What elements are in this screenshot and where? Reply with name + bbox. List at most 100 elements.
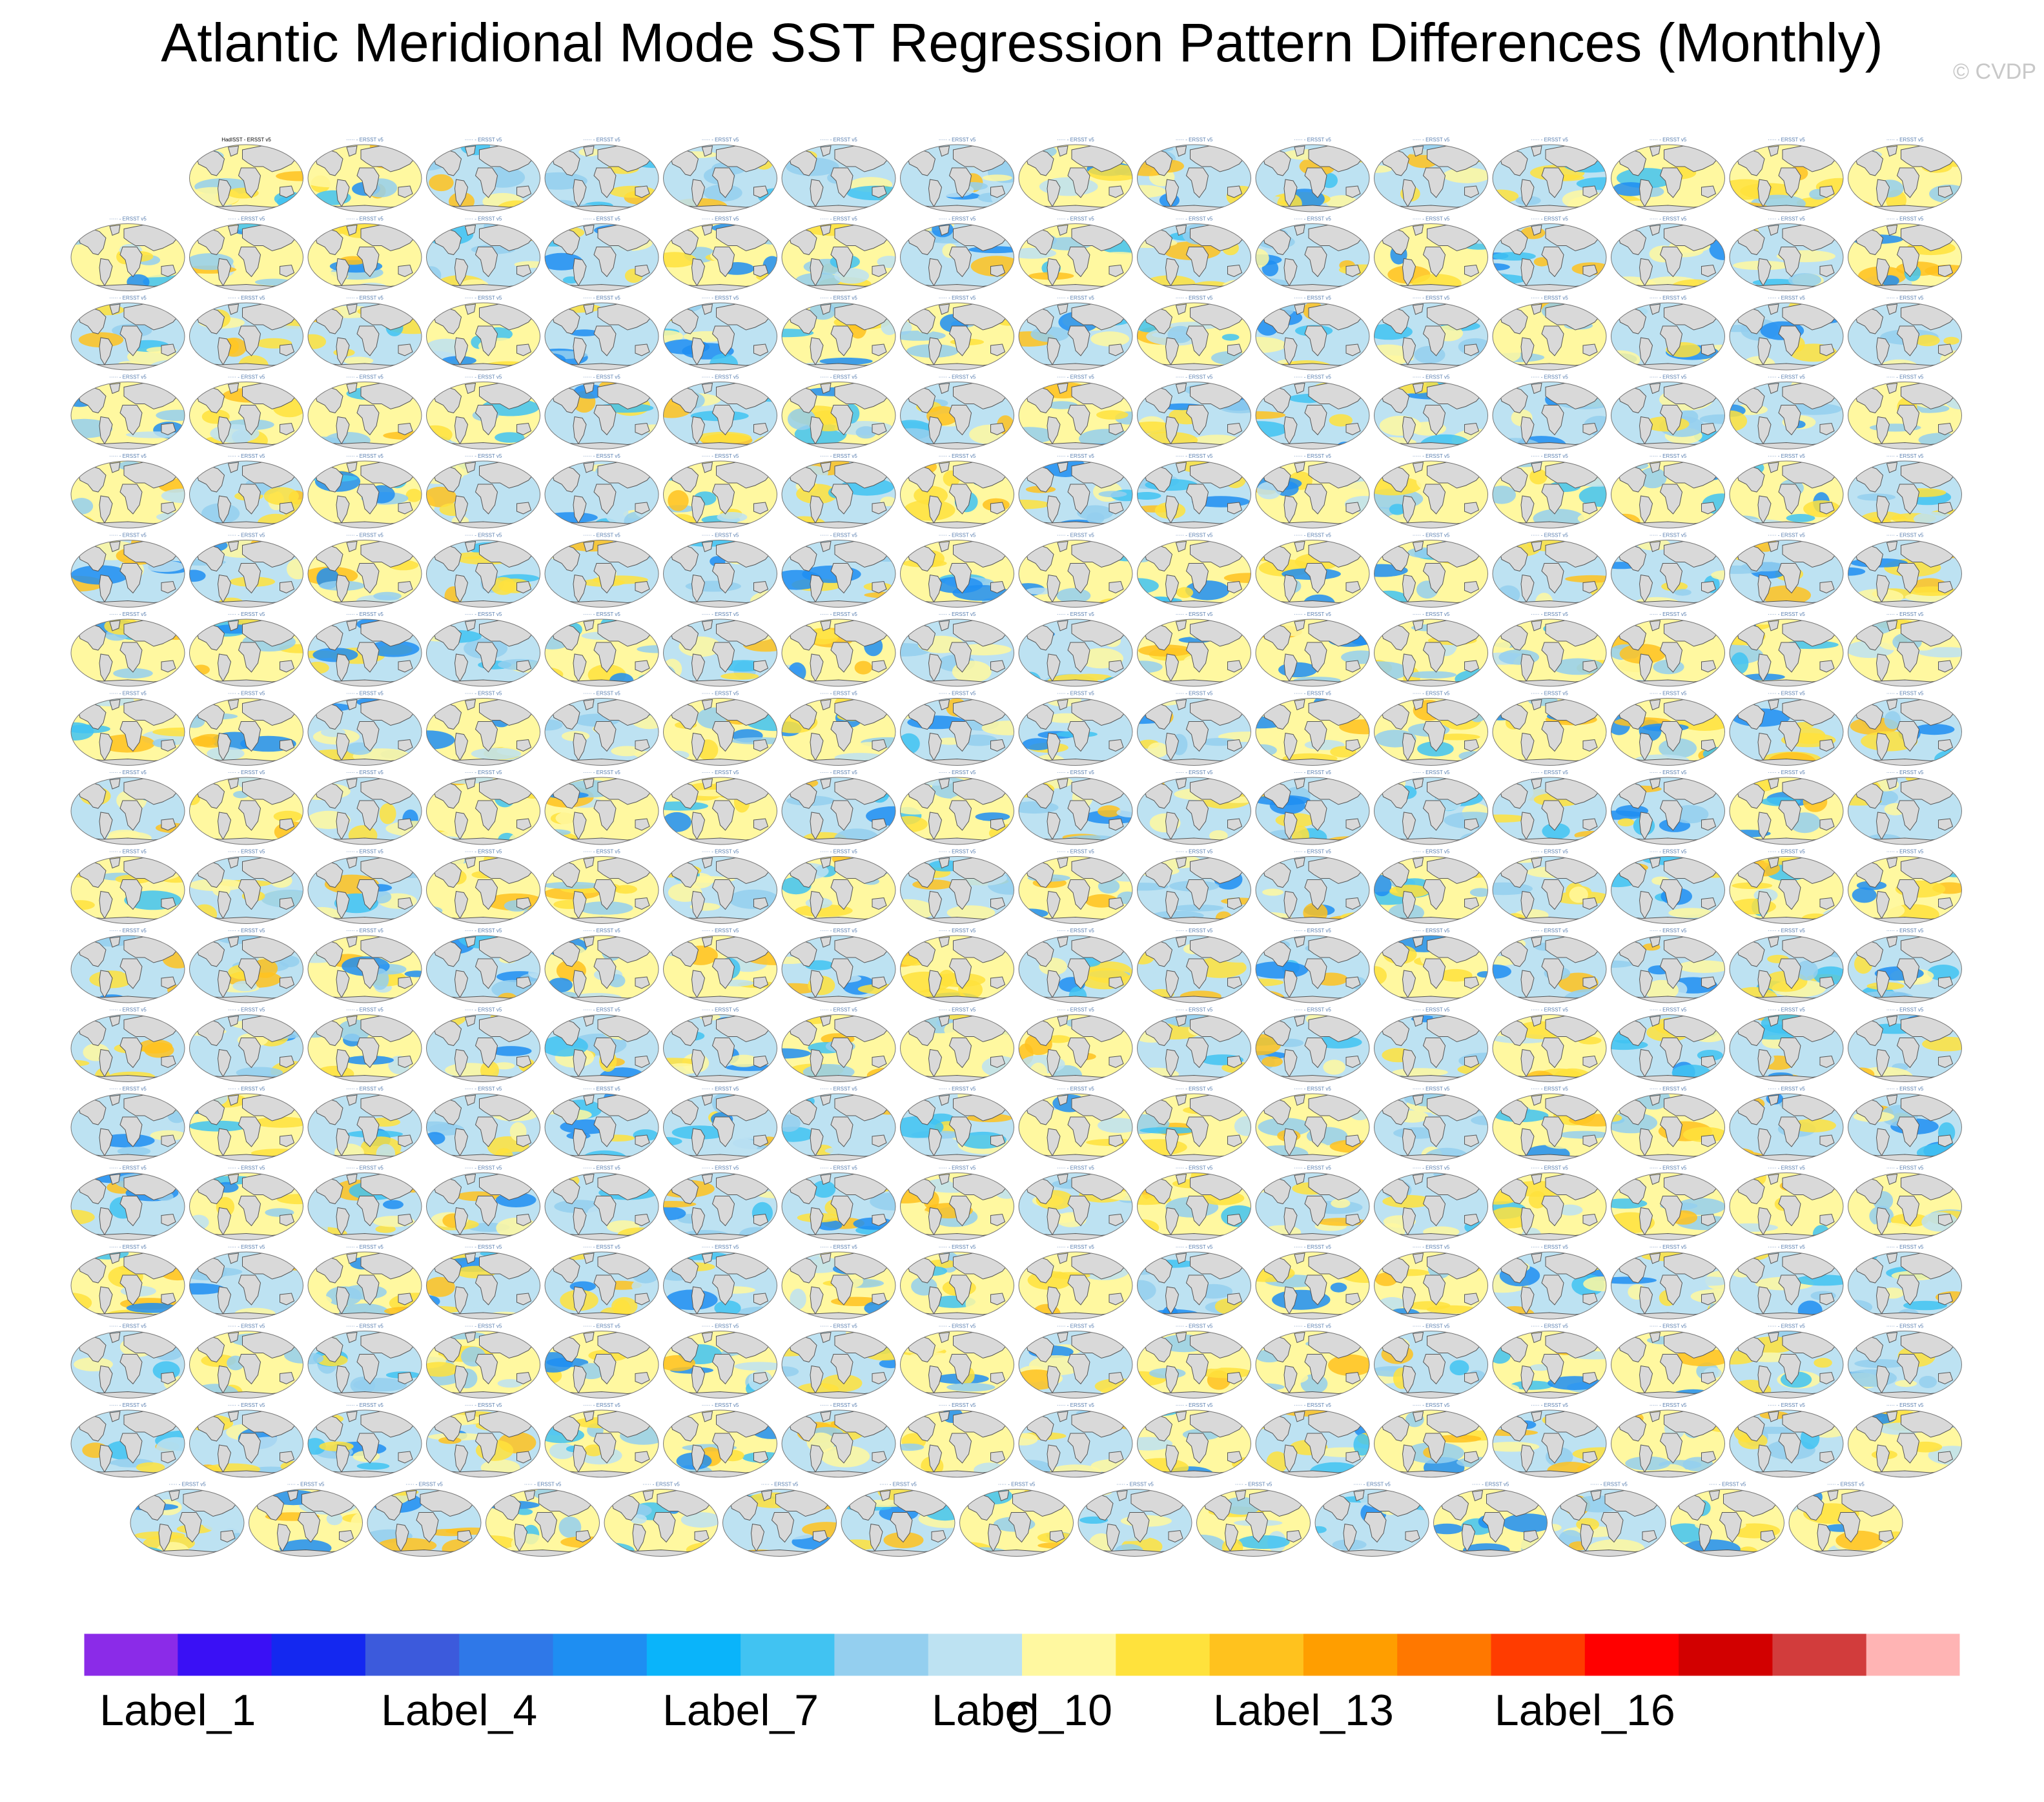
panel-label: ····· - ERSST v5 [465, 1244, 502, 1250]
panel-label: ····· - ERSST v5 [1886, 1007, 1924, 1013]
panel-label: ····· - ERSST v5 [1057, 928, 1094, 934]
map-panel: ····· - ERSST v5 [307, 453, 422, 529]
panel-label: ····· - ERSST v5 [939, 374, 976, 380]
colorbar-tick-label: Label_10 [932, 1686, 1112, 1735]
panel-label: ····· - ERSST v5 [1590, 1482, 1628, 1488]
map-panel: ····· - ERSST v5 [189, 1324, 303, 1398]
panel-label: ····· - ERSST v5 [1235, 1482, 1272, 1488]
map-panel: ····· - ERSST v5 [1492, 1165, 1607, 1240]
map-panel: ····· - ERSST v5 [544, 295, 659, 371]
colorbar-swatch [365, 1633, 460, 1676]
panel-label: ····· - ERSST v5 [939, 611, 976, 617]
map-panel: ····· - ERSST v5 [1018, 928, 1133, 1003]
panel-label: ····· - ERSST v5 [1768, 1324, 1805, 1329]
panel-label: ····· - ERSST v5 [228, 1244, 265, 1250]
map-panel: ····· - ERSST v5 [1788, 1482, 1903, 1557]
map-panel: ····· - ERSST v5 [722, 1482, 837, 1557]
panel-label: ····· - ERSST v5 [583, 849, 620, 855]
map-panel: ····· - ERSST v5 [1137, 1165, 1251, 1240]
colorbar-swatch [1491, 1633, 1586, 1676]
panel-label: ····· - ERSST v5 [1294, 849, 1331, 855]
panel-label: ····· - ERSST v5 [346, 1165, 383, 1171]
panel-label: ····· - ERSST v5 [346, 533, 383, 538]
map-panel: ····· - ERSST v5 [1374, 691, 1488, 766]
panel-label: ····· - ERSST v5 [1886, 453, 1924, 459]
panel-label: ····· - ERSST v5 [1176, 533, 1213, 538]
panel-label: ····· - ERSST v5 [228, 1007, 265, 1013]
colorbar-swatch [928, 1633, 1023, 1676]
panel-label: ····· - ERSST v5 [820, 453, 857, 459]
panel-label: ····· - ERSST v5 [820, 1086, 857, 1092]
panel-label: ····· - ERSST v5 [1413, 1324, 1450, 1329]
map-panel: ····· - ERSST v5 [307, 770, 422, 845]
panel-label: ····· - ERSST v5 [583, 137, 620, 143]
map-panel: ····· - ERSST v5 [1374, 1244, 1488, 1320]
map-panel: ····· - ERSST v5 [1255, 295, 1370, 371]
panel-label: ····· - ERSST v5 [1057, 216, 1094, 222]
panel-label: ····· - ERSST v5 [1886, 928, 1924, 934]
panel-label: ····· - ERSST v5 [1176, 1165, 1213, 1171]
map-panel: ····· - ERSST v5 [189, 928, 303, 1003]
panel-label: ····· - ERSST v5 [465, 533, 502, 538]
panel-label: ····· - ERSST v5 [1413, 137, 1450, 143]
panel-label: ····· - ERSST v5 [1413, 374, 1450, 380]
map-panel: ····· - ERSST v5 [1374, 1086, 1488, 1162]
map-panel: ····· - ERSST v5 [1848, 611, 1962, 687]
panel-label: ····· - ERSST v5 [702, 453, 739, 459]
panel-label: ····· - ERSST v5 [702, 849, 739, 855]
panel-label: ····· - ERSST v5 [583, 611, 620, 617]
panel-label: ····· - ERSST v5 [1413, 1086, 1450, 1092]
panel-label: ····· - ERSST v5 [465, 1165, 502, 1171]
panel-label: ····· - ERSST v5 [820, 216, 857, 222]
panel-label: ····· - ERSST v5 [1294, 691, 1331, 697]
panel-label: ····· - ERSST v5 [1650, 374, 1687, 380]
panel-label: ····· - ERSST v5 [939, 1244, 976, 1250]
panel-label: ····· - ERSST v5 [346, 849, 383, 855]
panel-label: ····· - ERSST v5 [1294, 928, 1331, 934]
panel-label: ····· - ERSST v5 [1768, 1165, 1805, 1171]
map-panel: ····· - ERSST v5 [544, 216, 659, 291]
panel-label: ····· - ERSST v5 [939, 295, 976, 301]
panel-label: ····· - ERSST v5 [465, 691, 502, 697]
map-panel: ····· - ERSST v5 [1137, 1007, 1251, 1082]
panel-label: ····· - ERSST v5 [939, 533, 976, 538]
panel-label: ····· - ERSST v5 [109, 453, 147, 459]
panel-label: ····· - ERSST v5 [1768, 611, 1805, 617]
panel-label: ····· - ERSST v5 [465, 928, 502, 934]
panel-label: ····· - ERSST v5 [583, 1402, 620, 1408]
panel-label: ····· - ERSST v5 [702, 611, 739, 617]
panel-label: ····· - ERSST v5 [1531, 137, 1568, 143]
map-panel: ····· - ERSST v5 [1255, 691, 1370, 766]
panel-label: ····· - ERSST v5 [1294, 1244, 1331, 1250]
map-panel: ····· - ERSST v5 [781, 374, 896, 449]
panel-label: ····· - ERSST v5 [1413, 691, 1450, 697]
colorbar-swatch [1116, 1633, 1211, 1676]
map-panel: ····· - ERSST v5 [1018, 1086, 1133, 1162]
panel-label: ····· - ERSST v5 [346, 928, 383, 934]
map-panel: ····· - ERSST v5 [1255, 1007, 1370, 1082]
panel-label: ····· - ERSST v5 [228, 533, 265, 538]
panel-label: ····· - ERSST v5 [702, 216, 739, 222]
panel-label: ····· - ERSST v5 [1413, 1007, 1450, 1013]
map-panel: ····· - ERSST v5 [426, 1402, 540, 1478]
map-panel: ····· - ERSST v5 [663, 1086, 777, 1162]
panel-label: ····· - ERSST v5 [820, 770, 857, 775]
panel-label: ····· - ERSST v5 [1531, 1324, 1568, 1329]
panel-label: ····· - ERSST v5 [820, 1165, 857, 1171]
panel-label: ····· - ERSST v5 [1057, 374, 1094, 380]
panel-label: ····· - ERSST v5 [1650, 295, 1687, 301]
map-panel: ····· - ERSST v5 [70, 453, 185, 529]
panel-label: ····· - ERSST v5 [1176, 1324, 1213, 1329]
panel-label: ····· - ERSST v5 [465, 137, 502, 143]
panel-label: ····· - ERSST v5 [1294, 453, 1331, 459]
panel-label: ····· - ERSST v5 [820, 849, 857, 855]
panel-label: ····· - ERSST v5 [1531, 1086, 1568, 1092]
panel-label: ····· - ERSST v5 [1768, 295, 1805, 301]
panel-label: ····· - ERSST v5 [228, 1324, 265, 1329]
panel-label: ····· - ERSST v5 [939, 137, 976, 143]
panel-label: ····· - ERSST v5 [1886, 1244, 1924, 1250]
map-panel: ····· - ERSST v5 [781, 928, 896, 1003]
panel-label: ····· - ERSST v5 [1886, 533, 1924, 538]
panel-label: ····· - ERSST v5 [228, 691, 265, 697]
